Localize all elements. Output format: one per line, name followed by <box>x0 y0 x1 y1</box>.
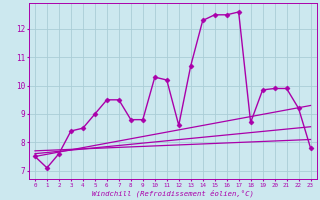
X-axis label: Windchill (Refroidissement éolien,°C): Windchill (Refroidissement éolien,°C) <box>92 189 254 197</box>
